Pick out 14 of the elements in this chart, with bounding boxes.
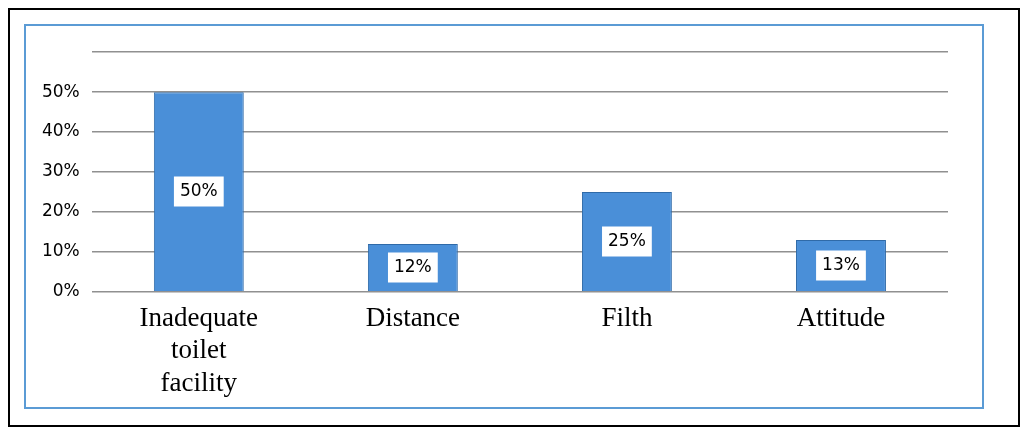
x-tick-label: Attitude	[796, 302, 886, 333]
x-tick-label: Filth	[601, 302, 653, 333]
y-tick-label: 50%	[41, 80, 80, 101]
data-label: 50%	[179, 180, 218, 201]
y-tick-label: 40%	[41, 120, 80, 141]
y-tick-label: 30%	[41, 160, 80, 181]
data-label: 13%	[822, 253, 860, 274]
data-label: 25%	[608, 229, 646, 250]
y-tick-label: 20%	[41, 200, 80, 221]
data-label: 12%	[393, 255, 432, 276]
y-tick-label: 0%	[52, 280, 80, 301]
x-tick-label: Inadequate toilet facility	[139, 302, 259, 397]
x-tick-label: Distance	[365, 302, 461, 333]
y-tick-label: 10%	[41, 240, 80, 261]
